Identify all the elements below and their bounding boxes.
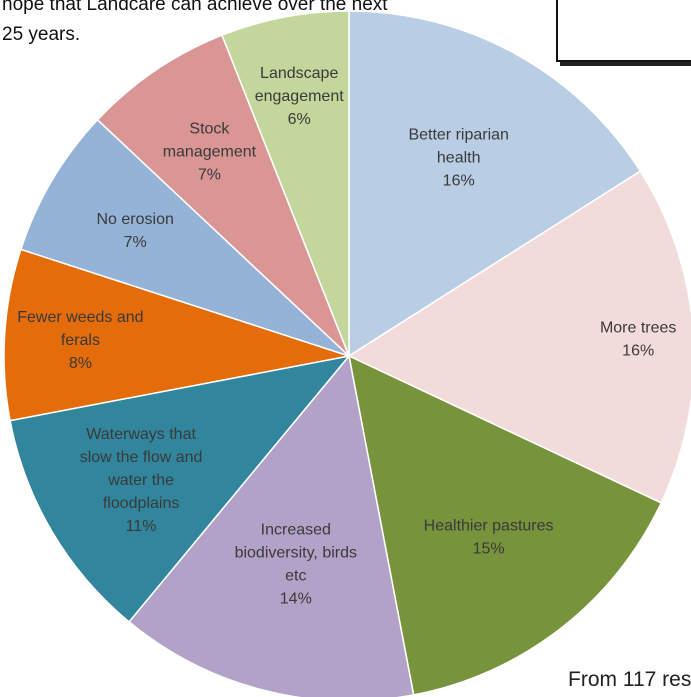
slice-percent: 8% [69, 355, 92, 372]
slice-name: floodplains [103, 495, 180, 512]
pie-slice [9, 354, 351, 623]
slice-percent: 11% [126, 518, 157, 535]
slice-name: water the [107, 472, 174, 489]
slice-label: Increased biodiversity, birds etc 14% [235, 522, 357, 608]
slice-name: More trees [600, 319, 676, 336]
pie-slice [128, 354, 415, 697]
slice-name: slow the flow and [80, 449, 203, 466]
intro-line-2: 25 years. [2, 24, 81, 45]
slice-name: Stock [189, 121, 230, 138]
slice-percent: 7% [198, 167, 221, 184]
slice-label: No erosion 7% [97, 211, 174, 251]
slice-name: No erosion [97, 211, 174, 228]
slice-label: Stock management 7% [163, 121, 257, 184]
slice-name: Waterways that [86, 426, 196, 443]
pie-slice [347, 354, 663, 696]
slice-percent: 14% [280, 591, 312, 608]
footer-note: From 117 resp [568, 668, 691, 691]
slice-label: More trees 16% [600, 319, 676, 359]
slice-percent: 16% [622, 342, 654, 359]
slice-name: ferals [61, 332, 100, 349]
pie-slice [19, 118, 350, 357]
slice-name: etc [285, 568, 306, 585]
pie-slice [348, 10, 642, 358]
slice-name: Better riparian [408, 127, 509, 144]
pie-slice [347, 170, 691, 504]
intro-line-1: hope that Landcare can achieve over the … [2, 0, 388, 15]
slice-label: Better riparian health 16% [408, 127, 509, 190]
slice-name: management [163, 144, 257, 161]
slice-label: Healthier pastures 15% [424, 517, 554, 557]
slice-name: engagement [255, 88, 345, 105]
slice-percent: 7% [124, 234, 147, 251]
pie-slice [96, 34, 350, 357]
slice-percent: 15% [473, 540, 505, 557]
slice-name: Healthier pastures [424, 517, 554, 534]
side-text-box [556, 0, 691, 62]
slice-name: biodiversity, birds [235, 545, 357, 562]
slice-label: Waterways that slow the flow and water the… [80, 426, 203, 535]
slice-name: Fewer weeds and [17, 309, 143, 326]
slice-label: Fewer weeds and ferals 8% [17, 309, 143, 372]
pie-slice [221, 10, 350, 357]
slice-percent: 16% [443, 173, 475, 190]
slice-name: health [437, 150, 481, 167]
intro-text: hope that Landcare can achieve over the … [2, 0, 542, 50]
pie-slice [3, 248, 350, 422]
slice-percent: 6% [288, 111, 311, 128]
slice-label: Landscape engagement 6% [255, 65, 345, 128]
slice-name: Increased [261, 522, 331, 539]
slice-name: Landscape [260, 65, 338, 82]
